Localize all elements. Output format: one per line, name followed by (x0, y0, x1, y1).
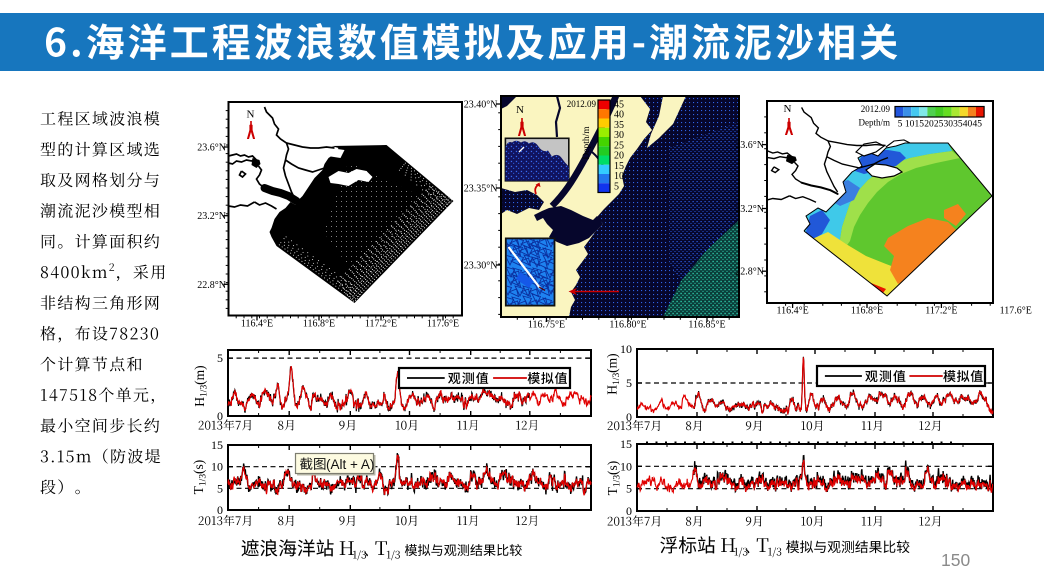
svg-text:10: 10 (620, 459, 632, 473)
svg-text:2012.09: 2012.09 (567, 99, 597, 109)
svg-text:116.4°E: 116.4°E (241, 319, 273, 330)
svg-text:0: 0 (217, 503, 223, 517)
svg-text:40: 40 (614, 110, 624, 121)
svg-text:10: 10 (211, 460, 223, 474)
svg-text:45: 45 (614, 100, 624, 111)
svg-text:116.4°E: 116.4°E (776, 306, 808, 317)
svg-text:N: N (516, 104, 524, 116)
svg-text:2012.09: 2012.09 (861, 104, 891, 114)
svg-text:10: 10 (620, 342, 632, 356)
svg-text:0: 0 (626, 410, 632, 424)
svg-text:30: 30 (944, 120, 954, 130)
svg-text:150: 150 (941, 550, 970, 570)
svg-text:25: 25 (614, 140, 624, 151)
svg-text:5: 5 (217, 351, 223, 365)
svg-text:10: 10 (614, 171, 624, 182)
svg-text:15: 15 (614, 161, 624, 172)
svg-text:20: 20 (614, 151, 624, 162)
svg-text:H1/3(m): H1/3(m) (192, 365, 210, 406)
svg-text:Depth/m: Depth/m (582, 126, 592, 160)
svg-text:N: N (784, 103, 792, 115)
svg-text:20: 20 (924, 120, 934, 130)
svg-text:23.2°N: 23.2°N (735, 204, 764, 215)
svg-text:5: 5 (217, 481, 223, 495)
svg-text:23.6°N: 23.6°N (735, 140, 764, 151)
svg-text:15: 15 (915, 120, 925, 130)
svg-text:23.30°N: 23.30°N (464, 261, 498, 272)
svg-text:15: 15 (211, 438, 223, 452)
svg-text:117.6°E: 117.6°E (427, 319, 459, 330)
svg-text:45: 45 (972, 120, 982, 130)
svg-text:10: 10 (905, 120, 915, 130)
svg-text:117.2°E: 117.2°E (365, 319, 397, 330)
svg-text:35: 35 (953, 120, 963, 130)
svg-text:23.35°N: 23.35°N (464, 184, 498, 195)
svg-text:117.2°E: 117.2°E (925, 306, 957, 317)
svg-text:117.6°E: 117.6°E (1000, 306, 1032, 317)
svg-text:N: N (247, 109, 255, 121)
svg-text:23.40°N: 23.40°N (464, 100, 498, 111)
svg-text:T1/3(s): T1/3(s) (191, 460, 209, 495)
svg-text:23.6°N: 23.6°N (197, 143, 226, 154)
svg-text:30: 30 (614, 130, 624, 141)
svg-text:23.2°N: 23.2°N (197, 211, 226, 222)
svg-text:40: 40 (963, 120, 973, 130)
svg-text:5: 5 (898, 120, 903, 130)
svg-text:(Alt + A): (Alt + A) (326, 457, 374, 472)
svg-text:25: 25 (934, 120, 944, 130)
svg-text:T1/3(s): T1/3(s) (605, 461, 623, 496)
svg-text:5: 5 (626, 482, 632, 496)
svg-text:Depth/m: Depth/m (859, 118, 891, 128)
svg-text:5: 5 (614, 181, 619, 192)
svg-text:116.8°E: 116.8°E (303, 319, 335, 330)
svg-text:35: 35 (614, 120, 624, 131)
svg-text:116.85°E: 116.85°E (688, 320, 725, 331)
svg-text:0: 0 (626, 504, 632, 518)
svg-text:0: 0 (217, 409, 223, 423)
svg-text:116.75°E: 116.75°E (528, 320, 565, 331)
svg-text:5: 5 (626, 376, 632, 390)
svg-text:H1/3(m): H1/3(m) (605, 353, 623, 394)
svg-text:15: 15 (620, 437, 632, 451)
svg-text:22.8°N: 22.8°N (197, 280, 226, 291)
svg-text:116.8°E: 116.8°E (851, 306, 883, 317)
svg-text:22.8°N: 22.8°N (735, 267, 764, 278)
svg-text:116.80°E: 116.80°E (609, 320, 646, 331)
